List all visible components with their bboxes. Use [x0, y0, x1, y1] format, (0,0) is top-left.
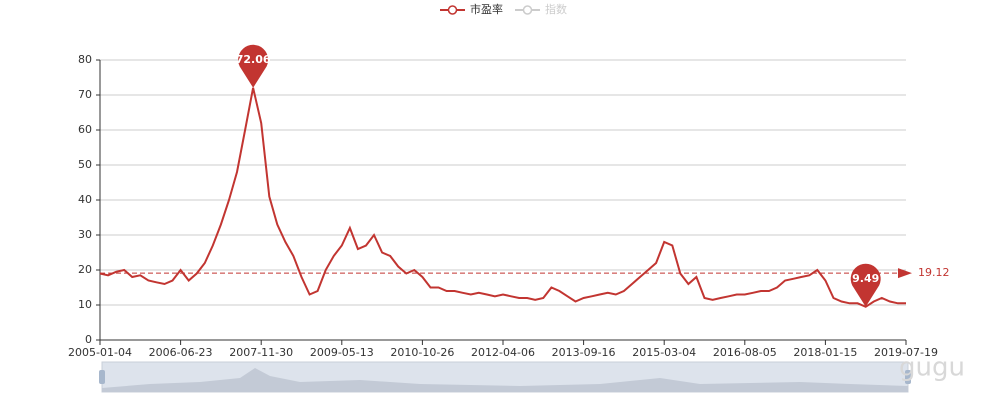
average-label: 19.12 — [918, 266, 950, 279]
zoom-handle[interactable] — [905, 370, 911, 384]
legend-label[interactable]: 市盈率 — [470, 2, 503, 16]
x-tick-label: 2010-10-26 — [390, 346, 454, 359]
y-tick-label: 70 — [78, 88, 92, 101]
x-tick-label: 2012-04-06 — [471, 346, 535, 359]
x-tick-label: 2009-05-13 — [310, 346, 374, 359]
average-arrow — [898, 268, 912, 279]
y-tick-label: 20 — [78, 263, 92, 276]
x-tick-label: 2006-06-23 — [149, 346, 213, 359]
y-tick-label: 60 — [78, 123, 92, 136]
legend-label[interactable]: 指数 — [545, 2, 567, 16]
zoom-handle[interactable] — [99, 370, 105, 384]
x-tick-label: 2007-11-30 — [229, 346, 293, 359]
y-tick-label: 80 — [78, 53, 92, 66]
pin-label: 9.49 — [852, 272, 879, 285]
y-tick-label: 30 — [78, 228, 92, 241]
legend-marker[interactable] — [522, 5, 533, 15]
x-tick-label: 2013-09-16 — [552, 346, 616, 359]
pin — [850, 263, 881, 307]
y-tick-label: 0 — [85, 333, 92, 346]
pin — [238, 44, 269, 88]
x-tick-label: 2018-01-15 — [793, 346, 857, 359]
y-tick-label: 50 — [78, 158, 92, 171]
x-tick-label: 2019-07-19 — [874, 346, 938, 359]
y-tick-label: 10 — [78, 298, 92, 311]
watermark: gugu — [899, 353, 965, 383]
zoom-preview — [102, 368, 908, 392]
data-zoom[interactable] — [99, 361, 911, 393]
line-series — [99, 87, 906, 308]
x-tick-label: 2016-08-05 — [713, 346, 777, 359]
y-tick-label: 40 — [78, 193, 92, 206]
x-tick-label: 2015-03-04 — [632, 346, 696, 359]
legend-marker[interactable] — [447, 5, 458, 15]
pin-label: 72.06 — [236, 53, 271, 66]
x-tick-label: 2005-01-04 — [68, 346, 132, 359]
